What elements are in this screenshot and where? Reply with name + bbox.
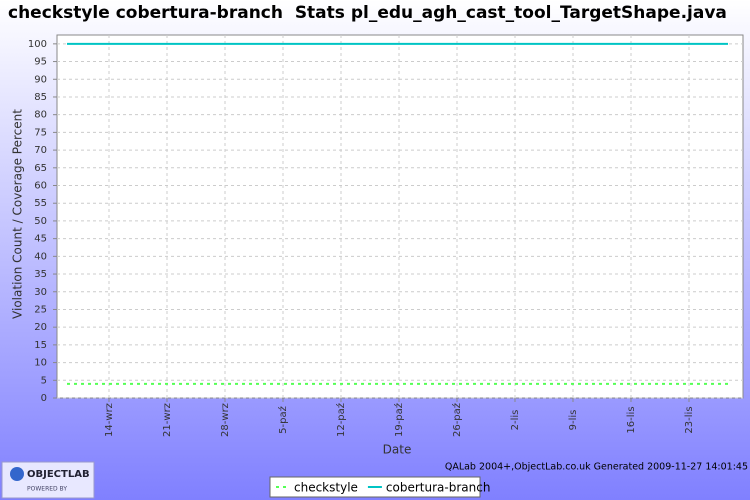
chart-title: checkstyle cobertura-branch Stats pl_edu… bbox=[8, 3, 727, 23]
x-tick-label: 23-lis bbox=[684, 406, 695, 433]
logo-icon bbox=[10, 467, 24, 481]
y-tick-label: 35 bbox=[34, 269, 47, 280]
y-tick-label: 5 bbox=[41, 375, 47, 386]
y-tick-label: 90 bbox=[34, 74, 47, 85]
x-tick-label: 21-wrz bbox=[162, 403, 173, 437]
legend-label: cobertura-branch bbox=[386, 481, 491, 495]
x-tick-label: 28-wrz bbox=[220, 403, 231, 437]
y-tick-label: 45 bbox=[34, 234, 47, 245]
y-tick-label: 80 bbox=[34, 110, 47, 121]
y-tick-label: 55 bbox=[34, 198, 47, 209]
y-tick-label: 20 bbox=[34, 322, 47, 333]
y-tick-label: 40 bbox=[34, 251, 47, 262]
legend-label: checkstyle bbox=[294, 481, 358, 495]
x-tick-label: 5-paź bbox=[277, 406, 289, 434]
x-tick-label: 12-paź bbox=[335, 403, 347, 437]
y-tick-label: 70 bbox=[34, 145, 47, 156]
y-tick-label: 60 bbox=[34, 181, 47, 192]
logo-tagline: POWERED BY bbox=[27, 486, 67, 493]
logo-name: OBJECTLAB bbox=[27, 469, 90, 480]
y-tick-label: 100 bbox=[28, 39, 47, 50]
y-tick-label: 0 bbox=[41, 393, 47, 404]
x-tick-label: 14-wrz bbox=[104, 403, 115, 437]
y-tick-label: 15 bbox=[34, 340, 47, 351]
x-axis-label: Date bbox=[383, 443, 412, 457]
x-tick-label: 2-lis bbox=[510, 410, 521, 431]
y-tick-label: 30 bbox=[34, 287, 47, 298]
y-tick-label: 75 bbox=[34, 127, 47, 138]
x-tick-label: 9-lis bbox=[568, 410, 579, 431]
y-tick-label: 95 bbox=[34, 57, 47, 68]
x-tick-label: 16-lis bbox=[626, 406, 637, 433]
y-tick-label: 10 bbox=[34, 358, 47, 369]
footer: QALab 2004+,ObjectLab.co.uk Generated 20… bbox=[445, 462, 748, 473]
plot-area bbox=[56, 34, 744, 399]
y-tick-label: 85 bbox=[34, 92, 47, 103]
x-tick-label: 19-paź bbox=[393, 403, 405, 437]
y-tick-label: 65 bbox=[34, 163, 47, 174]
y-axis-label: Violation Count / Coverage Percent bbox=[11, 109, 25, 319]
y-tick-label: 50 bbox=[34, 216, 47, 227]
y-tick-label: 25 bbox=[34, 304, 47, 315]
x-tick-label: 26-paź bbox=[451, 403, 463, 437]
logo: OBJECTLAB POWERED BY bbox=[1, 461, 95, 499]
